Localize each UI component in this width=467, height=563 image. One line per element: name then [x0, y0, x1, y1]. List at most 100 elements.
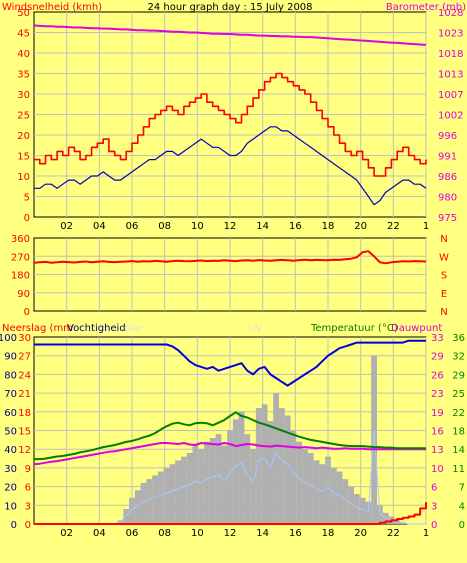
temperature-tick-label: 0 [459, 520, 465, 531]
rain-tick-label: 21 [18, 389, 31, 400]
temperature-line [34, 411, 426, 461]
humidity-tick-label: 0 [11, 520, 17, 531]
humidity-tick-label: 60 [4, 408, 17, 419]
barometer-tick-label: 1013 [438, 70, 463, 81]
humidity-tick-label: 80 [4, 370, 17, 381]
solar-bar [232, 419, 239, 524]
wind-tick-label: 15 [17, 152, 30, 163]
x-tick-label: 20 [354, 221, 367, 232]
dewpoint-tick-label: 33 [431, 333, 444, 344]
temperature-tick-label: 36 [452, 333, 465, 344]
solar-bar [238, 411, 245, 524]
solar-bar [325, 456, 331, 524]
temperature-tick-label: 18 [452, 427, 465, 438]
wind-tick-label: 20 [17, 131, 30, 142]
solar-bar [313, 460, 320, 524]
compass-label: N [440, 234, 447, 245]
solar-bar [279, 408, 285, 524]
x-tick-label: 08 [158, 221, 171, 232]
solar-bar [319, 464, 326, 524]
solar-bar [273, 393, 279, 524]
solar-bar [307, 452, 314, 524]
rain-tick-label: 3 [25, 501, 31, 512]
temp-panel-series [33, 339, 427, 525]
x-tick-label: 04 [93, 221, 106, 232]
dewpoint-tick-label: 10 [431, 464, 444, 475]
dewpoint-label: Dauwpunt [391, 323, 442, 334]
humidity-tick-label: 30 [4, 464, 17, 475]
temperature-label: Temperatuur (°C) [310, 323, 398, 334]
rain-tick-label: 9 [25, 464, 31, 475]
x-tick-label: 22 [387, 221, 400, 232]
solar-bar [348, 486, 354, 524]
direction-tick-label: 90 [17, 289, 30, 300]
chart-title: 24 hour graph day : 15 July 2008 [147, 2, 312, 13]
wind-tick-label: 40 [17, 49, 30, 60]
x-tick-label: 14 [256, 221, 269, 232]
x-tick-label: 22 [387, 528, 400, 539]
solar-bar [198, 449, 205, 524]
solar-bar [152, 475, 158, 524]
direction-tick-label: 360 [11, 234, 30, 245]
wind-panel-series [33, 24, 427, 206]
solar-bar [123, 509, 130, 524]
x-tick-label: 1 [423, 221, 429, 232]
solar-bar [250, 449, 256, 524]
solar-bar [163, 467, 170, 524]
dewpoint-tick-label: 19 [431, 408, 444, 419]
humidity-label: Vochtigheid [67, 323, 126, 334]
solar-bar [175, 460, 181, 524]
x-tick-label: 10 [191, 528, 204, 539]
wind-direction-line [33, 250, 427, 265]
solar-bar [342, 479, 349, 524]
solar-bar [353, 494, 360, 524]
x-tick-label: 12 [224, 221, 237, 232]
x-tick-label: 20 [354, 528, 367, 539]
solar-bar [290, 430, 297, 524]
dewpoint-line [33, 442, 426, 466]
temperature-tick-label: 25 [452, 389, 465, 400]
solar-bar [134, 490, 141, 524]
dewpoint-tick-label: 3 [431, 501, 437, 512]
humidity-tick-label: 40 [4, 445, 17, 456]
wind-tick-label: 45 [17, 29, 30, 40]
solar-bar [181, 456, 187, 524]
solar-bar [377, 505, 383, 524]
wind-gust-line [34, 72, 427, 177]
barometer-tick-label: 986 [438, 172, 457, 183]
solar-bar [296, 441, 303, 524]
dewpoint-tick-label: 13 [431, 445, 444, 456]
compass-label: S [441, 271, 447, 282]
barometer-tick-label: 1028 [438, 8, 463, 19]
dewpoint-tick-label: 6 [431, 483, 437, 494]
direction-panel-grid [34, 238, 427, 311]
barometer-tick-label: 1023 [438, 29, 463, 40]
humidity-tick-label: 90 [4, 352, 17, 363]
direction-tick-label: 270 [11, 252, 30, 263]
solar-bar [267, 421, 274, 524]
dewpoint-tick-label: 0 [431, 520, 437, 531]
temperature-tick-label: 22 [452, 408, 465, 419]
solar-bar [204, 441, 210, 524]
rain-tick-label: 30 [18, 333, 31, 344]
rain-line [34, 502, 427, 525]
solar-bar [261, 404, 268, 524]
uv-label: UV [248, 323, 262, 334]
rain-tick-label: 27 [18, 352, 31, 363]
direction-panel-series [33, 250, 427, 265]
solar-bar [221, 445, 228, 524]
solar-bar [140, 482, 147, 524]
solar-bar [284, 415, 291, 524]
solar-bar [192, 445, 199, 524]
solar-bar [186, 452, 193, 524]
x-tick-label: 06 [126, 528, 139, 539]
barometer-label: Barometer (mb) [386, 2, 466, 13]
wind-tick-label: 10 [17, 172, 30, 183]
solar-bar [365, 501, 372, 524]
temperature-humidity-panel: 1009080706050403020100302724211815129630… [0, 323, 465, 539]
